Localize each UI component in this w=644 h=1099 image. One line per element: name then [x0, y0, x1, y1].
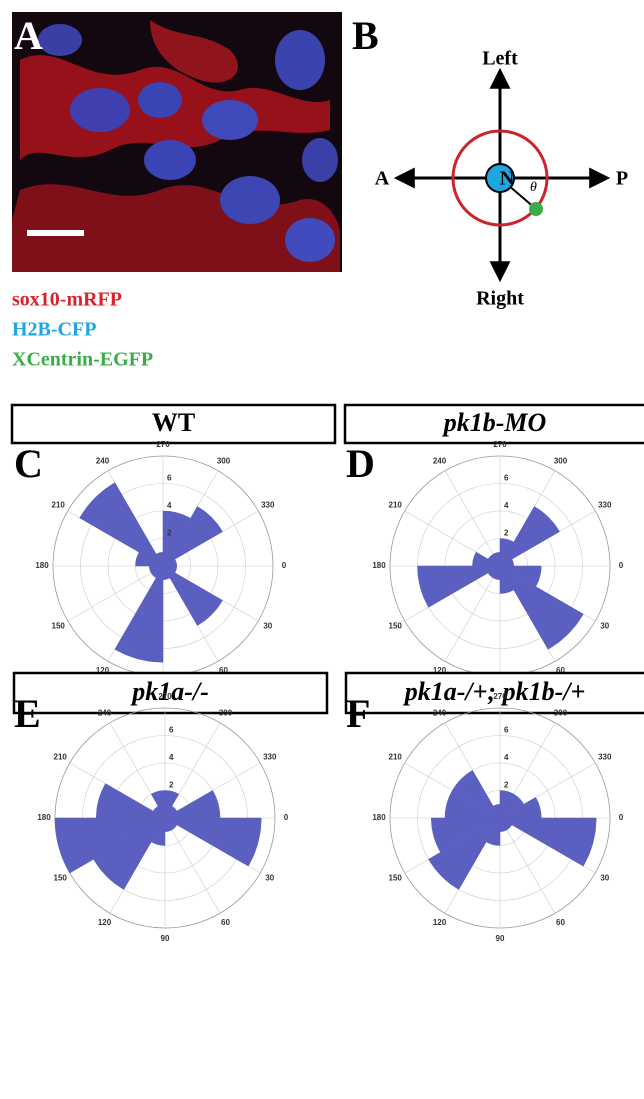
wedge	[163, 566, 223, 626]
theta-tick-label: 0	[282, 561, 287, 570]
theta-tick-label: 300	[217, 456, 231, 465]
r-tick-label: 2	[504, 781, 509, 790]
theta-tick-label: 60	[556, 918, 565, 927]
theta-tick-label: 30	[265, 874, 274, 883]
theta-tick-label: 330	[598, 501, 612, 510]
theta-tick-label: 210	[52, 501, 66, 510]
wedge	[115, 566, 163, 662]
theta-tick-label: 30	[263, 622, 272, 631]
theta-tick-label: 30	[600, 622, 609, 631]
wedge	[500, 506, 560, 566]
wedge	[165, 818, 261, 866]
theta-tick-label: 150	[389, 622, 403, 631]
theta-tick-label: 240	[433, 456, 447, 465]
theta-tick-label: 180	[35, 561, 49, 570]
theta-tick-label: 30	[600, 874, 609, 883]
theta-tick-label: 270	[493, 692, 507, 701]
micrograph	[12, 12, 342, 272]
direction-label: P	[616, 168, 628, 190]
theta-tick-label: 150	[54, 874, 68, 883]
r-tick-label: 4	[169, 753, 174, 762]
theta-tick-label: 120	[98, 918, 112, 927]
theta-tick-label: 330	[261, 501, 275, 510]
panel-label: D	[346, 441, 375, 486]
direction-label: Left	[482, 48, 518, 70]
r-tick-label: 6	[504, 474, 509, 483]
theta-tick-label: 150	[52, 622, 66, 631]
legend-text: H2B-CFP	[12, 319, 96, 341]
r-tick-label: 6	[167, 474, 172, 483]
r-tick-label: 2	[504, 529, 509, 538]
theta-tick-label: 300	[554, 456, 568, 465]
panel-label: F	[346, 691, 370, 736]
theta-tick-label: 150	[389, 874, 403, 883]
panel-label: A	[14, 13, 43, 58]
theta-tick-label: 270	[158, 692, 172, 701]
legend-text: XCentrin-EGFP	[12, 349, 153, 371]
theta-tick-label: 300	[219, 708, 233, 717]
wedge	[80, 483, 163, 566]
theta-tick-label: 90	[496, 934, 505, 943]
theta-tick-label: 300	[554, 708, 568, 717]
panel-title: WT	[152, 408, 195, 437]
panel-title: pk1b-MO	[442, 408, 547, 437]
theta-tick-label: 180	[372, 561, 386, 570]
angle-label: θ	[530, 180, 537, 195]
panel-label: E	[14, 691, 41, 736]
wedge	[500, 566, 583, 649]
panel-label: C	[14, 441, 43, 486]
theta-tick-label: 240	[96, 456, 110, 465]
panel-label: B	[352, 13, 379, 58]
theta-tick-label: 240	[433, 708, 447, 717]
nucleus-label: N	[500, 168, 515, 190]
theta-tick-label: 210	[389, 501, 403, 510]
r-tick-label: 2	[167, 529, 172, 538]
theta-tick-label: 120	[433, 918, 447, 927]
wedge	[96, 784, 165, 818]
theta-tick-label: 0	[619, 813, 624, 822]
r-tick-label: 4	[504, 501, 509, 510]
theta-tick-label: 330	[263, 753, 277, 762]
theta-tick-label: 0	[284, 813, 289, 822]
theta-tick-label: 240	[98, 708, 112, 717]
theta-tick-label: 180	[37, 813, 51, 822]
figure: Asox10-mRFP H2B-CFP XCentrin-EGFP B Left Righ…	[0, 0, 644, 1099]
theta-tick-label: 270	[156, 440, 170, 449]
legend-text: sox10-mRFP	[12, 289, 122, 311]
theta-tick-label: 270	[493, 440, 507, 449]
direction-label: A	[375, 168, 390, 190]
spoke	[445, 471, 500, 566]
r-tick-label: 6	[504, 726, 509, 735]
theta-tick-label: 210	[54, 753, 68, 762]
direction-label: Right	[476, 288, 524, 310]
theta-tick-label: 0	[619, 561, 624, 570]
theta-tick-label: 90	[161, 934, 170, 943]
theta-tick-label: 60	[221, 918, 230, 927]
r-tick-label: 2	[169, 781, 174, 790]
theta-tick-label: 210	[389, 753, 403, 762]
r-tick-label: 4	[504, 753, 509, 762]
theta-tick-label: 180	[372, 813, 386, 822]
wedge	[500, 818, 596, 866]
wedge	[418, 566, 501, 607]
theta-tick-label: 330	[598, 753, 612, 762]
r-tick-label: 4	[167, 501, 172, 510]
r-tick-label: 6	[169, 726, 174, 735]
